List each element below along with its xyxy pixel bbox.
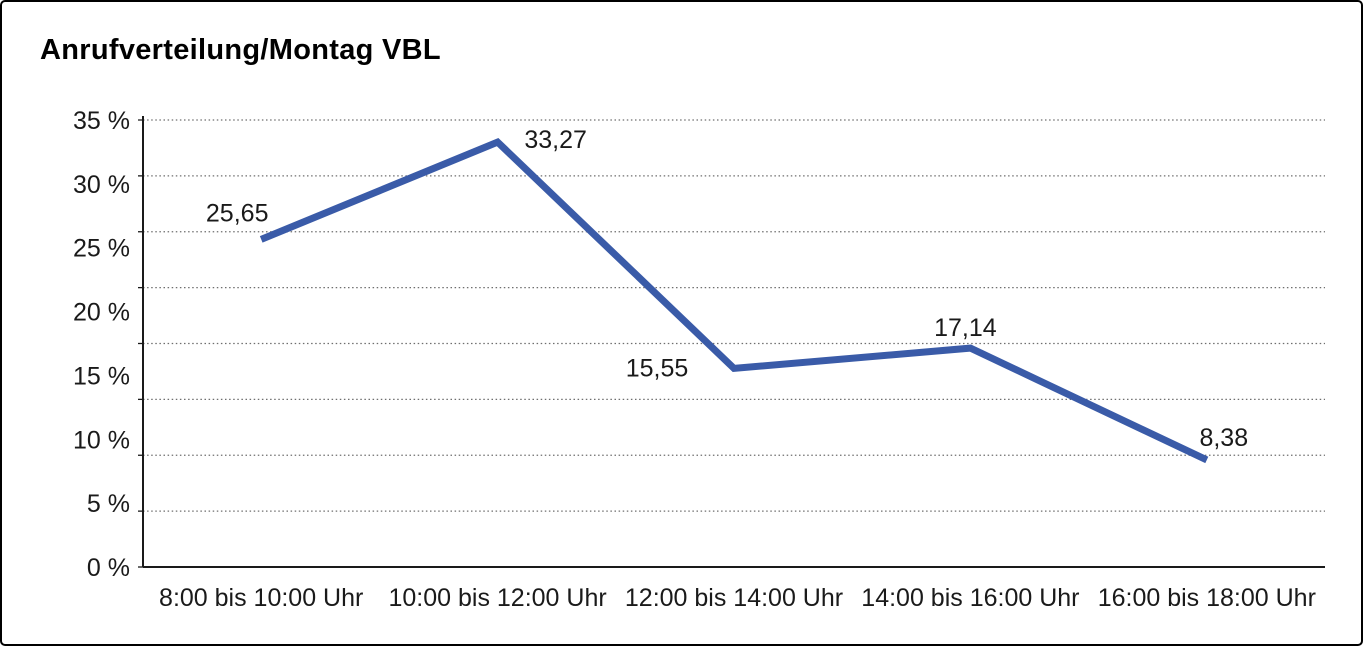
data-label: 8,38 xyxy=(1199,424,1248,452)
y-axis-tick-label: 35 % xyxy=(73,107,130,135)
x-axis-category-label: 10:00 bis 12:00 Uhr xyxy=(388,584,606,612)
y-axis-tick-label: 15 % xyxy=(73,362,130,390)
y-axis-tick-label: 30 % xyxy=(73,171,130,199)
x-axis-category-label: 14:00 bis 16:00 Uhr xyxy=(861,584,1079,612)
y-axis-tick-label: 20 % xyxy=(73,299,130,327)
data-label: 25,65 xyxy=(206,199,269,227)
y-axis-tick-label: 10 % xyxy=(73,426,130,454)
chart-title: Anrufverteilung/Montag VBL xyxy=(40,34,441,66)
series-line xyxy=(259,137,1209,464)
y-axis-tick-label: 5 % xyxy=(87,490,130,518)
data-label: 15,55 xyxy=(626,354,689,382)
x-axis-category-label: 8:00 bis 10:00 Uhr xyxy=(159,584,363,612)
x-axis-category-label: 16:00 bis 18:00 Uhr xyxy=(1098,584,1316,612)
y-axis-tick-label: 0 % xyxy=(87,554,130,582)
y-axis-tick-label: 25 % xyxy=(73,235,130,263)
data-label: 17,14 xyxy=(934,314,997,342)
data-label: 33,27 xyxy=(524,126,587,154)
x-axis-category-label: 12:00 bis 14:00 Uhr xyxy=(625,584,843,612)
